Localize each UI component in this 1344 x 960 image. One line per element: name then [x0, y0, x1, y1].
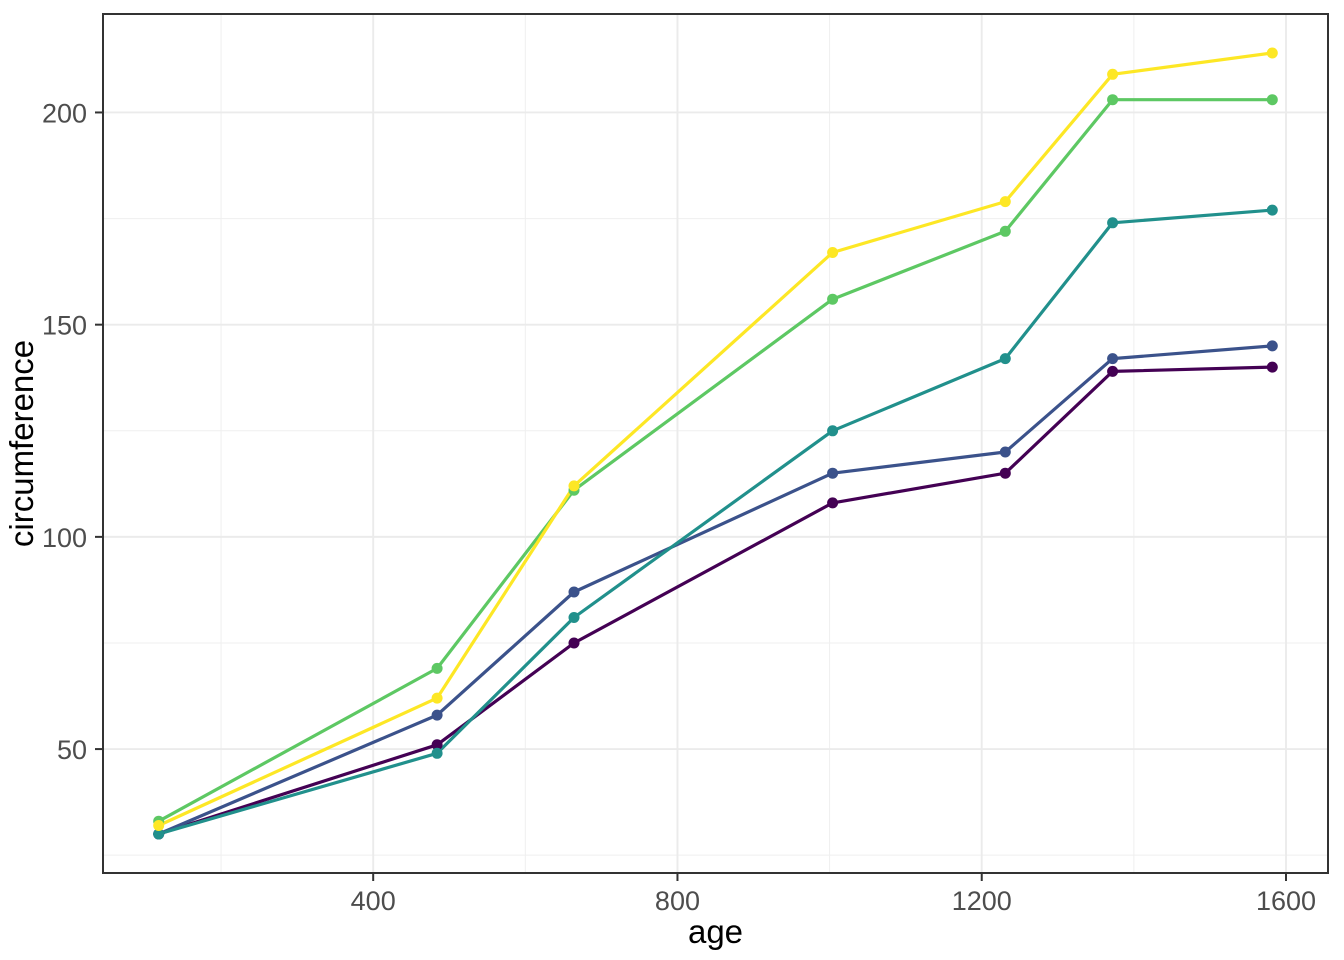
- data-point-series-1: [1266, 361, 1278, 373]
- grid-major: [103, 14, 1328, 873]
- x-tick-label: 1200: [952, 886, 1012, 916]
- panel-background: [103, 14, 1328, 873]
- data-point-series-5: [1107, 68, 1119, 80]
- data-point-series-3: [827, 425, 839, 437]
- y-tick-label: 200: [42, 98, 87, 128]
- data-point-series-3: [153, 828, 165, 840]
- y-axis-labels: 50 100 150 200: [42, 98, 87, 765]
- series-points: [153, 47, 1278, 840]
- data-point-series-4: [999, 225, 1011, 237]
- y-tick-label: 150: [42, 311, 87, 341]
- data-point-series-5: [153, 820, 165, 831]
- x-axis-title: age: [688, 913, 743, 950]
- data-point-series-4: [1266, 94, 1278, 106]
- x-axis-labels: 400 800 1200 1600: [351, 886, 1316, 916]
- data-point-series-4: [827, 293, 839, 305]
- y-axis-title: circumference: [3, 340, 40, 547]
- data-point-series-5: [827, 247, 839, 258]
- panel-border: [102, 13, 1329, 874]
- data-point-series-1: [999, 467, 1011, 479]
- data-point-series-5: [568, 480, 580, 492]
- y-tick-label: 50: [57, 735, 87, 765]
- data-point-series-2: [999, 446, 1011, 458]
- data-point-series-3: [1266, 204, 1278, 216]
- data-point-series-4: [1107, 94, 1119, 106]
- plot-panel: 400 800 1200 1600 50 100 150 200: [42, 13, 1329, 916]
- x-tick-label: 800: [655, 886, 700, 916]
- data-point-series-3: [999, 353, 1011, 365]
- data-point-series-3: [568, 612, 580, 623]
- data-point-series-1: [568, 637, 580, 649]
- data-point-series-1: [1107, 365, 1119, 377]
- data-point-series-2: [568, 586, 580, 598]
- data-point-series-2: [1266, 340, 1278, 352]
- data-point-series-3: [431, 747, 443, 759]
- axis-ticks: [95, 111, 1288, 881]
- data-point-series-4: [431, 662, 443, 674]
- data-point-series-2: [827, 467, 839, 479]
- data-point-series-3: [1107, 217, 1119, 229]
- data-point-series-1: [827, 497, 839, 509]
- data-point-series-2: [431, 709, 443, 721]
- y-tick-label: 100: [42, 523, 87, 553]
- data-point-series-5: [1266, 47, 1278, 59]
- x-tick-label: 400: [351, 886, 396, 916]
- data-point-series-5: [999, 196, 1011, 208]
- data-point-series-5: [431, 692, 443, 704]
- data-point-series-2: [1107, 353, 1119, 365]
- data-point-series-1: [431, 739, 443, 751]
- x-tick-label: 1600: [1256, 886, 1316, 916]
- grid-minor: [103, 14, 1328, 873]
